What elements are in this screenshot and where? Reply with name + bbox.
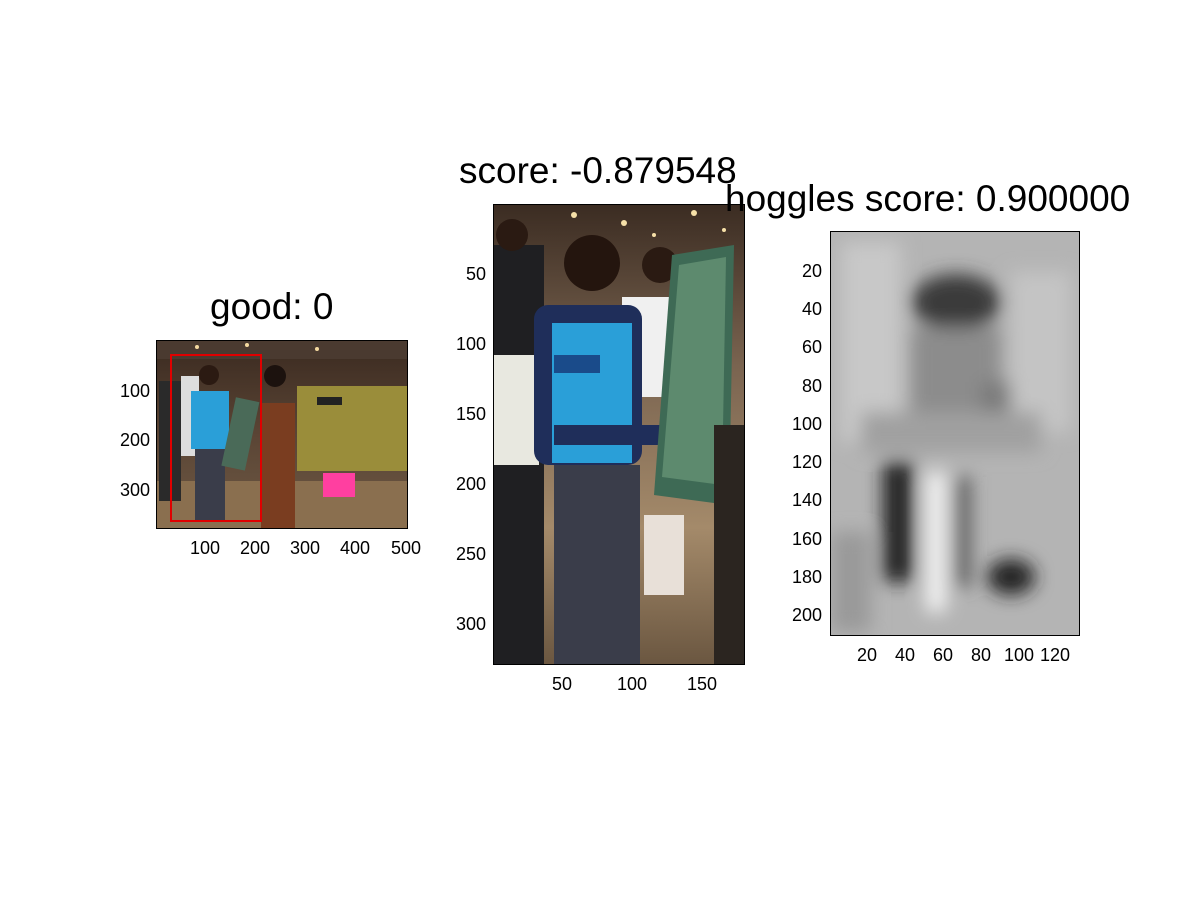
- right-xtick: 40: [894, 645, 916, 665]
- left-xtick: 500: [390, 538, 422, 558]
- left-ytick: 100: [119, 381, 150, 401]
- right-xtick: 60: [932, 645, 954, 665]
- left-xtick: 300: [289, 538, 321, 558]
- right-panel-title: hoggles score: 0.900000: [725, 178, 1131, 219]
- right-ytick: 80: [801, 376, 822, 396]
- right-ytick: 160: [791, 529, 822, 549]
- left-xtick: 100: [189, 538, 221, 558]
- crop-image: [493, 204, 745, 665]
- middle-xtick: 150: [686, 674, 718, 694]
- right-xtick: 100: [1003, 645, 1035, 665]
- right-ytick: 40: [801, 299, 822, 319]
- right-ytick: 180: [791, 567, 822, 587]
- middle-ytick: 200: [455, 474, 486, 494]
- right-xtick: 120: [1039, 645, 1071, 665]
- hog-image: [830, 231, 1080, 636]
- right-ytick: 140: [791, 490, 822, 510]
- left-ytick: 200: [119, 430, 150, 450]
- right-xtick: 80: [970, 645, 992, 665]
- middle-ytick: 250: [455, 544, 486, 564]
- middle-xtick: 100: [616, 674, 648, 694]
- right-ytick: 200: [791, 605, 822, 625]
- middle-xtick: 50: [551, 674, 573, 694]
- middle-ytick: 50: [465, 264, 486, 284]
- right-ytick: 60: [801, 337, 822, 357]
- right-xtick: 20: [856, 645, 878, 665]
- middle-ytick: 150: [455, 404, 486, 424]
- middle-ytick: 300: [455, 614, 486, 634]
- middle-ytick: 100: [455, 334, 486, 354]
- right-ytick: 100: [791, 414, 822, 434]
- left-ytick: 300: [119, 480, 150, 500]
- right-ytick: 120: [791, 452, 822, 472]
- middle-panel-title: score: -0.879548: [459, 150, 737, 191]
- right-ytick: 20: [801, 261, 822, 281]
- scene-image: [156, 340, 408, 529]
- left-xtick: 400: [339, 538, 371, 558]
- left-xtick: 200: [239, 538, 271, 558]
- left-panel-title: good: 0: [210, 286, 334, 327]
